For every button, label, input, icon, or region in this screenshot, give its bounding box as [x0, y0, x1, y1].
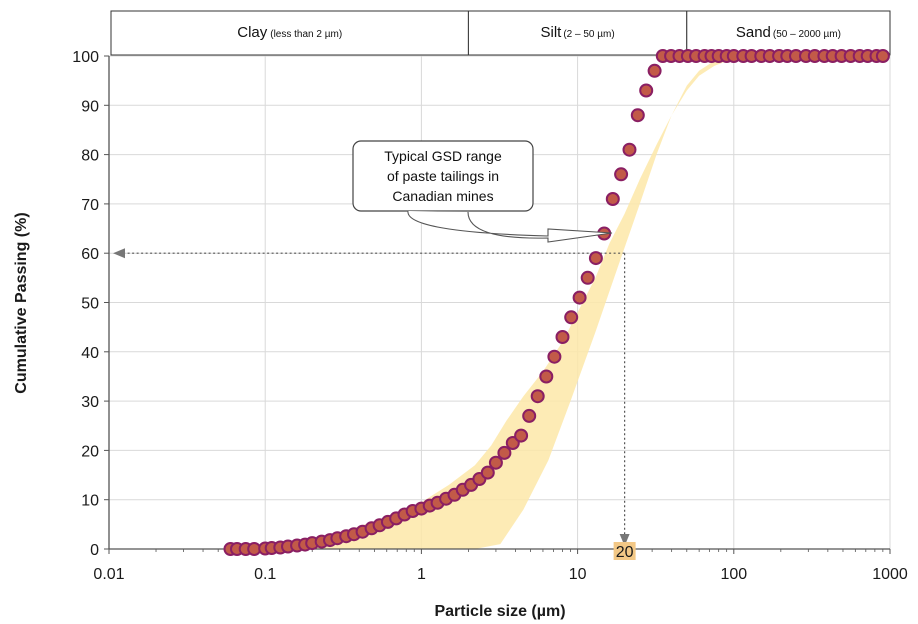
callout-arrow [407, 210, 613, 243]
data-point [539, 369, 554, 384]
data-point [622, 142, 637, 157]
silt-class-box [467, 10, 688, 56]
y-tick-label: 60 [81, 246, 99, 263]
d60-value-label: 20 [616, 544, 634, 561]
y-tick-label: 70 [81, 197, 99, 214]
sand-class-label: Sand (50 – 2000 µm) [736, 24, 841, 41]
x-axis-title: Particle size (µm) [434, 603, 565, 620]
d60-down-arrowhead [619, 534, 630, 546]
data-points [223, 49, 890, 556]
x-tick-label: 10 [569, 566, 587, 583]
callout-line-3: Canadian mines [392, 188, 493, 204]
clay-class-range: (less than 2 µm) [270, 29, 342, 40]
d60-left-arrowhead [113, 248, 125, 259]
data-point [547, 349, 562, 364]
x-tick-label: 1000 [872, 566, 908, 583]
y-tick-label: 90 [81, 98, 99, 115]
silt-class-range: (2 – 50 µm) [563, 29, 614, 40]
y-tick-label: 30 [81, 394, 99, 411]
callout-box [352, 140, 534, 212]
data-point [572, 290, 587, 305]
callout-line-1: Typical GSD range [384, 148, 502, 164]
clay-class-label: Clay (less than 2 µm) [237, 24, 342, 41]
x-tick-label: 1 [417, 566, 426, 583]
y-tick-label: 40 [81, 345, 99, 362]
x-tick-label: 0.01 [93, 566, 124, 583]
d60-badge-background [613, 542, 636, 560]
data-point [588, 251, 603, 266]
y-axis-title: Cumulative Passing (%) [13, 212, 30, 393]
gsd-range-callout: Typical GSD range of paste tailings in C… [352, 140, 613, 243]
y-tick-label: 80 [81, 148, 99, 165]
y-tick-label: 0 [90, 542, 99, 559]
callout-line-2: of paste tailings in [387, 168, 499, 184]
data-point [875, 49, 890, 63]
y-tick-label: 100 [72, 49, 99, 66]
sand-class-box [686, 10, 891, 56]
clay-class-name: Clay [237, 24, 268, 41]
data-point [614, 167, 629, 182]
d60-badge: 20 [613, 542, 636, 561]
data-point [514, 428, 529, 443]
sand-class-range: (50 – 2000 µm) [773, 29, 841, 40]
x-tick-label: 100 [720, 566, 747, 583]
data-point [480, 465, 495, 480]
data-point [639, 83, 654, 98]
y-tick-label: 50 [81, 296, 99, 313]
data-point [555, 330, 570, 344]
data-point [530, 389, 545, 404]
data-point [580, 270, 595, 285]
data-point [605, 192, 620, 206]
data-point [497, 445, 512, 460]
y-tick-label: 10 [81, 493, 99, 510]
data-point [564, 310, 579, 325]
clay-class-box [110, 10, 469, 56]
data-point [488, 455, 503, 470]
x-tick-label: 0.1 [254, 566, 276, 583]
silt-class-label: Silt (2 – 50 µm) [541, 24, 615, 41]
data-point [647, 63, 662, 78]
silt-class-name: Silt [541, 24, 563, 41]
data-point [522, 408, 537, 423]
sand-class-name: Sand [736, 24, 771, 41]
d60-reference-lines [113, 248, 630, 546]
data-point [630, 108, 645, 123]
y-tick-label: 20 [81, 443, 99, 460]
size-class-header: Clay (less than 2 µm) Silt (2 – 50 µm) San… [110, 10, 891, 56]
